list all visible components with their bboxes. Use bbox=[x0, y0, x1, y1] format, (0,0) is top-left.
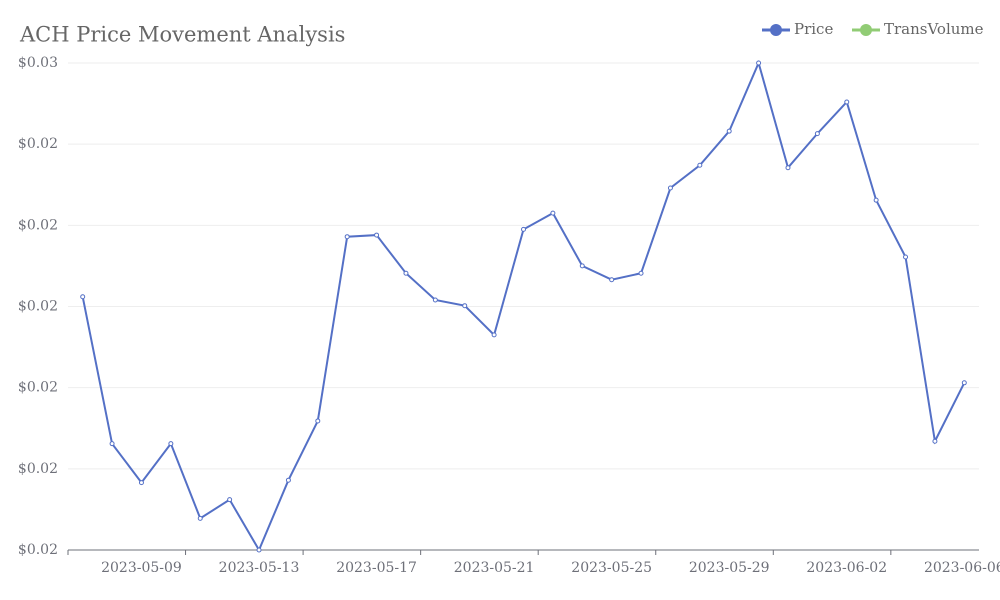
y-tick-label: $0.02 bbox=[18, 217, 58, 233]
point bbox=[873, 197, 879, 203]
point bbox=[109, 441, 115, 447]
point bbox=[638, 270, 644, 276]
y-tick-label: $0.02 bbox=[18, 136, 58, 152]
point bbox=[432, 297, 438, 303]
point bbox=[80, 294, 86, 300]
point bbox=[814, 131, 820, 137]
point bbox=[667, 185, 673, 191]
point bbox=[932, 438, 938, 444]
x-tick-label: 2023-05-13 bbox=[219, 560, 300, 576]
y-tick-label: $0.03 bbox=[18, 55, 58, 71]
y-tick-label: $0.02 bbox=[18, 461, 58, 477]
y-tick-label: $0.02 bbox=[18, 380, 58, 396]
x-tick-label: 2023-06-06 bbox=[924, 560, 1000, 576]
point bbox=[521, 226, 526, 232]
chart-title: ACH Price Movement Analysis bbox=[19, 23, 345, 47]
point bbox=[256, 547, 262, 553]
point bbox=[756, 60, 762, 66]
point bbox=[491, 332, 497, 338]
y-tick-label: $0.02 bbox=[18, 299, 58, 315]
point bbox=[315, 418, 321, 424]
point bbox=[403, 270, 409, 276]
point bbox=[462, 303, 468, 309]
legend-label: Price bbox=[794, 20, 833, 38]
point bbox=[961, 380, 967, 386]
point bbox=[197, 515, 203, 521]
legend-marker bbox=[860, 24, 872, 36]
point bbox=[344, 234, 350, 240]
legend-marker bbox=[770, 24, 782, 36]
point bbox=[579, 263, 585, 269]
point bbox=[374, 232, 380, 238]
point bbox=[550, 210, 556, 216]
point bbox=[844, 99, 850, 105]
point bbox=[138, 480, 144, 486]
point bbox=[609, 277, 615, 283]
x-tick-label: 2023-05-29 bbox=[689, 560, 770, 576]
x-tick-label: 2023-05-17 bbox=[336, 560, 417, 576]
point bbox=[285, 477, 291, 483]
point bbox=[903, 254, 909, 260]
legend-label: TransVolume bbox=[884, 20, 984, 38]
point bbox=[227, 497, 233, 503]
point bbox=[697, 162, 703, 168]
point bbox=[785, 165, 791, 171]
point bbox=[726, 128, 732, 134]
x-tick-label: 2023-05-21 bbox=[454, 560, 535, 576]
x-tick-label: 2023-06-02 bbox=[806, 560, 887, 576]
x-tick-label: 2023-05-25 bbox=[571, 560, 652, 576]
y-tick-label: $0.02 bbox=[18, 542, 58, 558]
point bbox=[168, 441, 174, 447]
x-tick-label: 2023-05-09 bbox=[101, 560, 182, 576]
